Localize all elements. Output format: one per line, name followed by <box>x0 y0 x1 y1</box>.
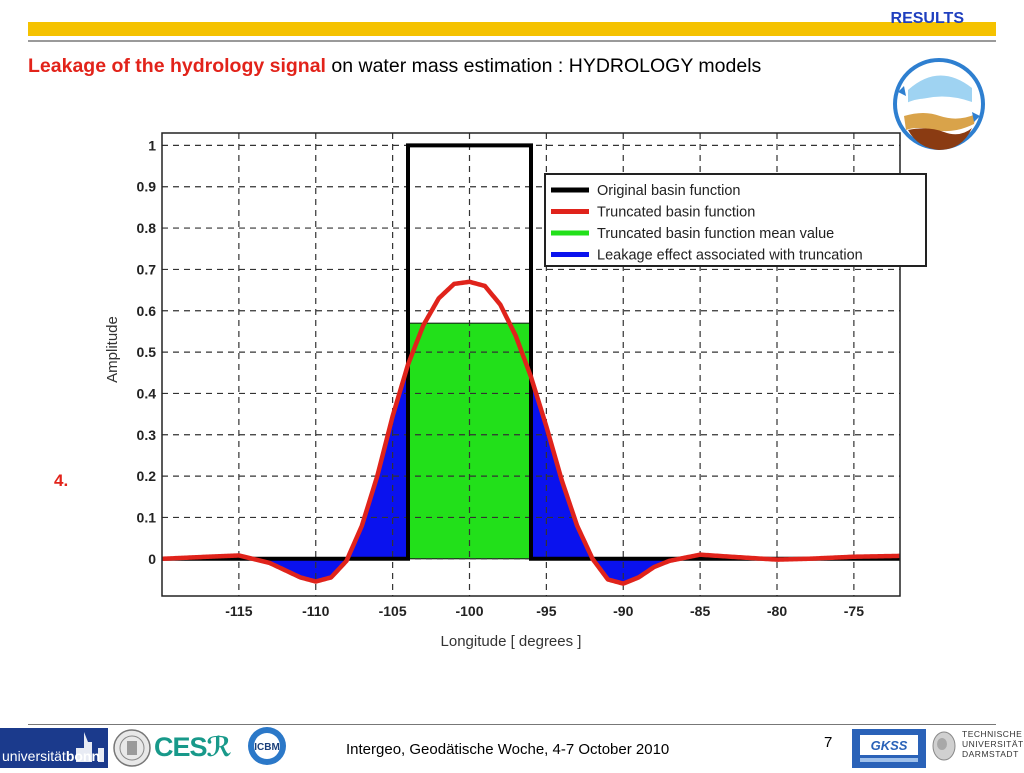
tu-darmstadt-head-icon <box>932 731 956 761</box>
bonn-building-icon <box>76 732 104 762</box>
y-axis-label: Amplitude <box>104 316 121 383</box>
x-tick-label: -105 <box>379 603 407 619</box>
y-tick-label: 0 <box>148 551 156 567</box>
tud-line-3: DARMSTADT <box>962 749 1019 759</box>
gkss-logo-icon: GKSS <box>852 729 926 768</box>
x-tick-label: -90 <box>613 603 633 619</box>
section-label: RESULTS <box>890 10 964 27</box>
icbm-logo-icon: ICBM <box>248 727 286 765</box>
gkss-text: GKSS <box>871 738 908 753</box>
y-tick-label: 0.3 <box>137 427 157 443</box>
x-tick-label: -75 <box>844 603 864 619</box>
x-tick-label: -110 <box>302 603 329 619</box>
slide-title-rest: on water mass estimation : HYDROLOGY mod… <box>325 55 762 77</box>
header-rule <box>28 40 996 42</box>
header-accent-bar <box>28 22 996 36</box>
cesr-text: CES <box>154 732 208 762</box>
icbm-text: ICBM <box>254 742 280 753</box>
x-tick-label: -85 <box>690 603 710 619</box>
series-truncated <box>161 279 901 586</box>
y-tick-label: 0.2 <box>137 468 157 484</box>
university-seal-icon <box>113 729 151 767</box>
footer-rule <box>28 724 996 725</box>
footer-conference: Intergeo, Geodätische Woche, 4-7 October… <box>346 741 670 758</box>
y-tick-label: 0.4 <box>137 385 157 401</box>
step-number: 4. <box>54 471 69 490</box>
uni-prefix: universität <box>2 748 66 764</box>
hydrology-logo-icon <box>893 58 985 150</box>
leakage-chart: -115 -110 -105 -100 -95 -90 -85 -80 -75 0 0.1 0.2 0.… <box>104 132 927 650</box>
university-bonn-logo <box>0 728 108 768</box>
y-tick-label: 0.5 <box>137 344 157 360</box>
x-tick-label: -115 <box>225 603 252 619</box>
tu-darmstadt-text: TECHNISCHE UNIVERSITÄT DARMSTADT <box>962 729 1024 759</box>
plot-frame <box>161 132 901 597</box>
legend-label: Truncated basin function <box>597 205 755 221</box>
page-number: 7 <box>824 734 833 751</box>
tud-line-1: TECHNISCHE <box>962 729 1023 739</box>
slide-title-highlight: Leakage of the hydrology signal <box>28 55 326 77</box>
y-tick-label: 1 <box>148 137 156 153</box>
legend-label: Leakage effect associated with truncatio… <box>597 248 863 264</box>
slide-title: Leakage of the hydrology signal on water… <box>28 55 761 78</box>
y-tick-label: 0.9 <box>137 179 157 195</box>
y-tick-label: 0.6 <box>137 303 157 319</box>
x-tick-label: -95 <box>536 603 556 619</box>
x-axis-label: Longitude [ degrees ] <box>441 633 582 650</box>
y-tick-label: 0.1 <box>137 509 157 525</box>
university-bonn-text: universitätbonn <box>2 748 100 764</box>
y-tick-label: 0.8 <box>137 220 157 236</box>
x-tick-label: -100 <box>455 603 483 619</box>
cesr-logo: CESℛ <box>154 732 232 763</box>
x-tick-label: -80 <box>767 603 787 619</box>
tud-line-2: UNIVERSITÄT <box>962 739 1024 749</box>
legend-box <box>544 173 927 267</box>
cesr-r: ℛ <box>206 732 232 762</box>
y-tick-label: 0.7 <box>137 261 157 277</box>
legend-label: Original basin function <box>597 183 740 199</box>
legend-label: Truncated basin function mean value <box>597 226 834 242</box>
uni-bold: bonn <box>65 748 101 764</box>
